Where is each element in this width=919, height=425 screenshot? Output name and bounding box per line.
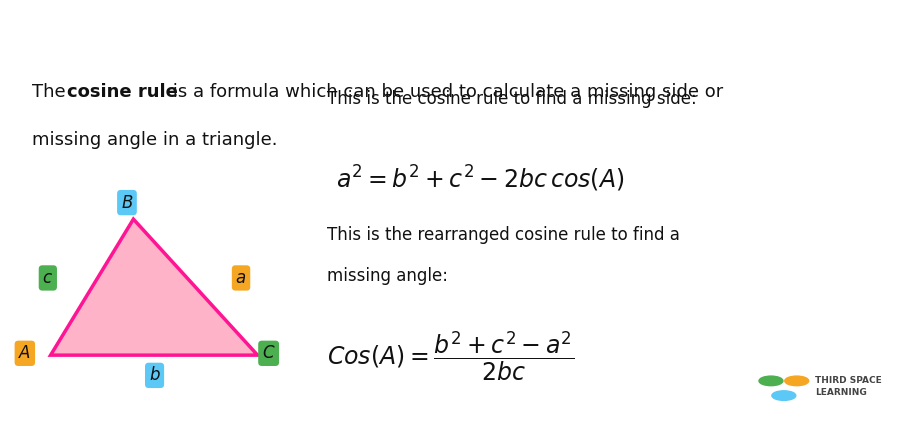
Text: $c$: $c$ — [42, 269, 53, 287]
Text: missing angle:: missing angle: — [326, 267, 448, 285]
Text: cosine rule: cosine rule — [67, 83, 178, 101]
Circle shape — [771, 391, 795, 400]
Text: $A$: $A$ — [18, 344, 31, 363]
Text: is a formula which can be used to calculate a missing side or: is a formula which can be used to calcul… — [167, 83, 723, 101]
Circle shape — [758, 376, 782, 385]
Text: $C$: $C$ — [262, 344, 275, 363]
Text: THIRD SPACE
LEARNING: THIRD SPACE LEARNING — [814, 376, 881, 397]
Text: $a^2 = b^2 + c^2 - 2bc\,cos(A)$: $a^2 = b^2 + c^2 - 2bc\,cos(A)$ — [335, 164, 623, 194]
Text: $B$: $B$ — [120, 193, 133, 212]
Circle shape — [784, 376, 808, 385]
Text: This is the cosine rule to find a missing side:: This is the cosine rule to find a missin… — [326, 91, 696, 108]
Text: missing angle in a triangle.: missing angle in a triangle. — [32, 131, 278, 149]
Text: $\mathit{Cos}(A) = \dfrac{b^2 + c^2 - a^2}{2bc}$: $\mathit{Cos}(A) = \dfrac{b^2 + c^2 - a^… — [326, 329, 573, 383]
Text: The: The — [32, 83, 72, 101]
Text: Cosine Rule: Cosine Rule — [17, 19, 209, 47]
Text: This is the rearranged cosine rule to find a: This is the rearranged cosine rule to fi… — [326, 227, 679, 244]
Polygon shape — [51, 219, 257, 355]
Text: $a$: $a$ — [235, 269, 246, 287]
Text: $b$: $b$ — [149, 366, 160, 384]
